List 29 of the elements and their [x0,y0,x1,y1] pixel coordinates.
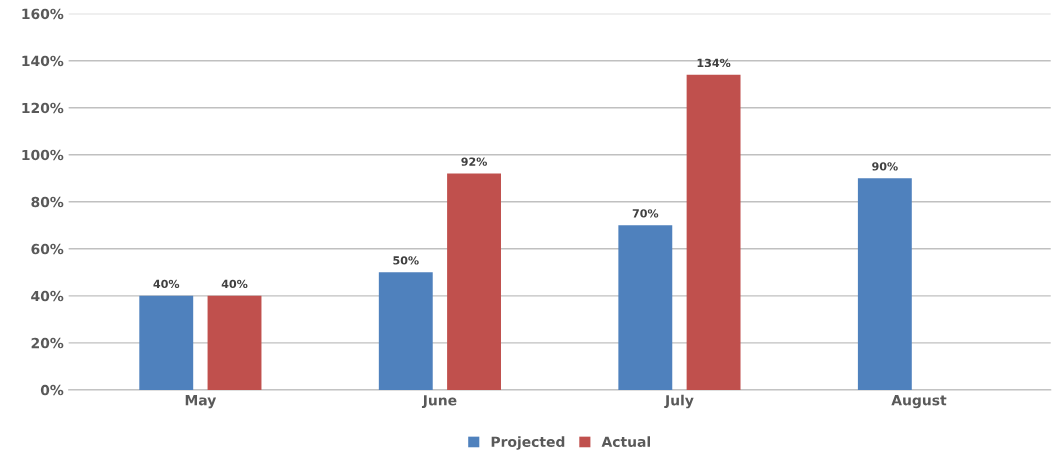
y-tick-label: 100% [22,149,64,161]
legend-label: Actual [601,436,650,447]
bar [378,272,433,390]
bar [857,178,912,390]
x-tick-label: July [664,394,694,409]
y-tick-label: 80% [31,196,64,208]
x-tick-label: June [421,395,457,409]
y-tick-label: 140% [22,55,64,67]
y-tick-label: 60% [31,243,64,255]
data-label: 70% [632,209,659,218]
bar [139,295,194,390]
bar [207,295,262,390]
bar [618,225,673,390]
x-tick-label: August [891,395,947,409]
x-tick-label: May [185,395,217,409]
data-label: 134% [697,58,731,68]
data-label: 40% [153,279,180,289]
data-label: 92% [461,157,487,166]
data-label: 40% [221,279,248,289]
y-tick-label: 120% [22,102,64,114]
legend-label: Projected [491,436,565,450]
data-label: 90% [872,162,898,171]
y-tick-label: 40% [31,290,64,302]
y-tick-label: 0% [40,384,64,396]
y-tick-label: 160% [22,8,64,20]
y-tick-label: 20% [31,337,64,349]
bar [686,74,741,390]
bar [447,173,501,390]
data-label: 50% [393,256,419,265]
